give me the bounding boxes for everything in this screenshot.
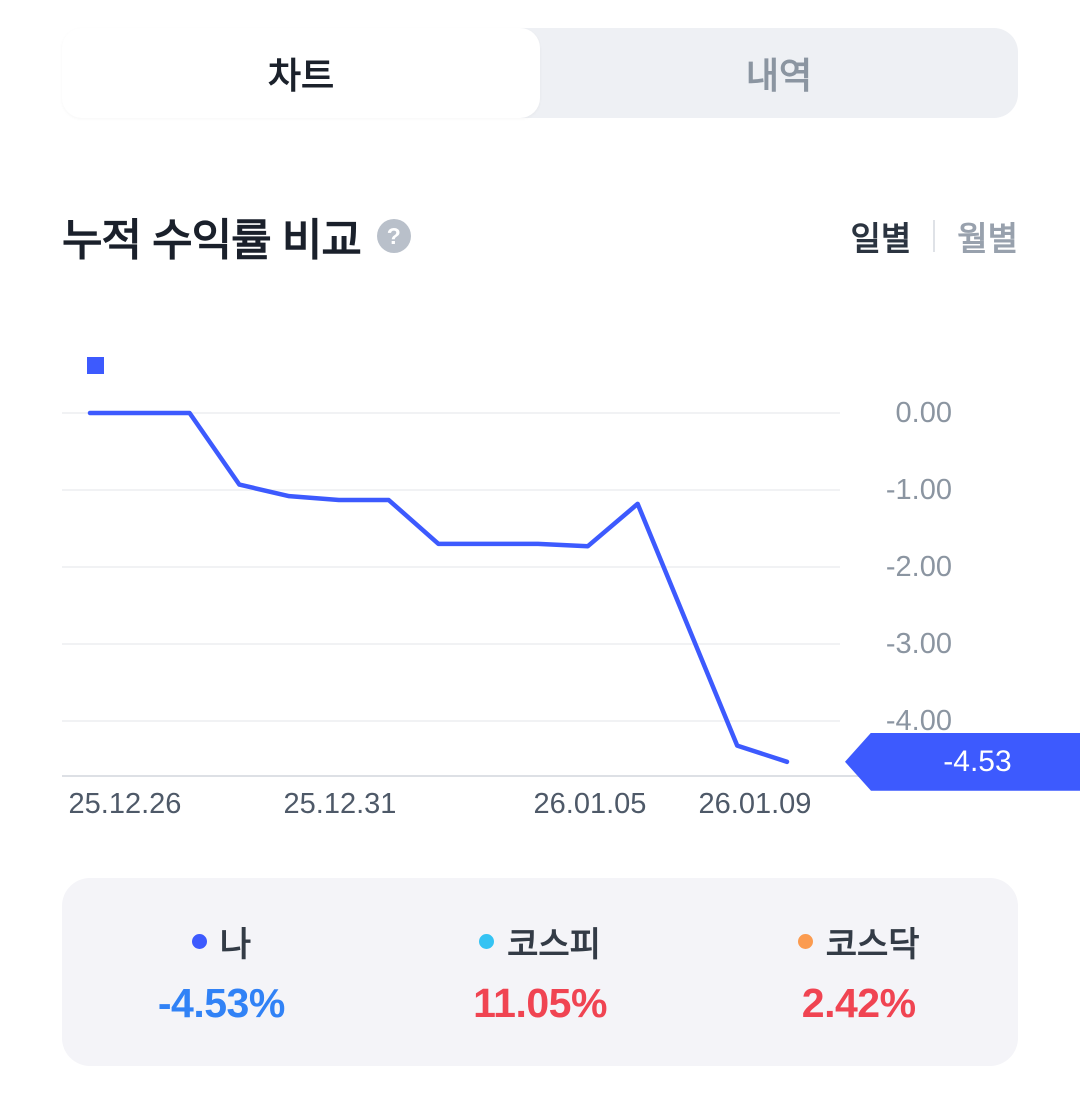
legend-value: 2.42% <box>801 980 916 1026</box>
legend-item-kospi: 코스피 11.05% <box>381 917 700 1027</box>
x-axis-label: 25.12.26 <box>68 788 182 820</box>
y-axis-label: -2.00 <box>885 551 952 583</box>
legend-item-me: 나 -4.53% <box>62 917 381 1027</box>
tab-history-label: 내역 <box>745 55 813 96</box>
kosdaq-dot-icon <box>797 934 813 949</box>
x-axis-label: 26.01.05 <box>533 788 647 820</box>
tab-bar: 차트 내역 <box>62 28 1018 118</box>
y-axis-label: -4.00 <box>885 705 952 737</box>
period-toggle: 일별 월별 <box>851 212 1018 260</box>
kospi-dot-icon <box>479 934 495 949</box>
legend-value: -4.53% <box>157 980 285 1026</box>
section-header: 누적 수익률 비교 ? 일별 월별 <box>62 208 1018 265</box>
legend-label: 코스피 <box>507 926 601 964</box>
y-axis-label: -3.00 <box>885 628 952 660</box>
legend-label: 코스닥 <box>825 926 920 964</box>
current-value-badge: -4.53 <box>845 732 1080 791</box>
return-line-chart <box>62 410 1018 777</box>
tab-chart[interactable]: 차트 <box>62 28 540 118</box>
tab-history[interactable]: 내역 <box>540 28 1018 118</box>
period-divider <box>933 220 936 252</box>
legend-value: 11.05% <box>473 980 607 1026</box>
me-dot-icon <box>191 934 207 949</box>
x-axis-label: 25.12.31 <box>283 788 397 820</box>
page-title: 누적 수익률 비교 <box>62 216 362 265</box>
period-monthly-button[interactable]: 월별 <box>957 220 1018 257</box>
help-icon[interactable]: ? <box>376 219 411 253</box>
y-axis-label: 0.00 <box>895 397 952 429</box>
x-axis-label: 26.01.09 <box>698 788 812 820</box>
legend-card: 나 -4.53% 코스피 11.05% 코스닥 2.42% <box>62 878 1018 1066</box>
legend-item-kosdaq: 코스닥 2.42% <box>699 917 1018 1027</box>
y-axis-label: -1.00 <box>885 474 952 506</box>
cumulative-return-chart: -4.53 0.00 -1.00 -2.00 -3.00 -4.00 25.12.26 25… <box>0 340 1080 840</box>
series-legend-marker-icon <box>87 357 104 374</box>
period-daily-button[interactable]: 일별 <box>850 220 912 257</box>
legend-label: 나 <box>219 926 251 964</box>
tab-chart-label: 차트 <box>267 55 335 96</box>
